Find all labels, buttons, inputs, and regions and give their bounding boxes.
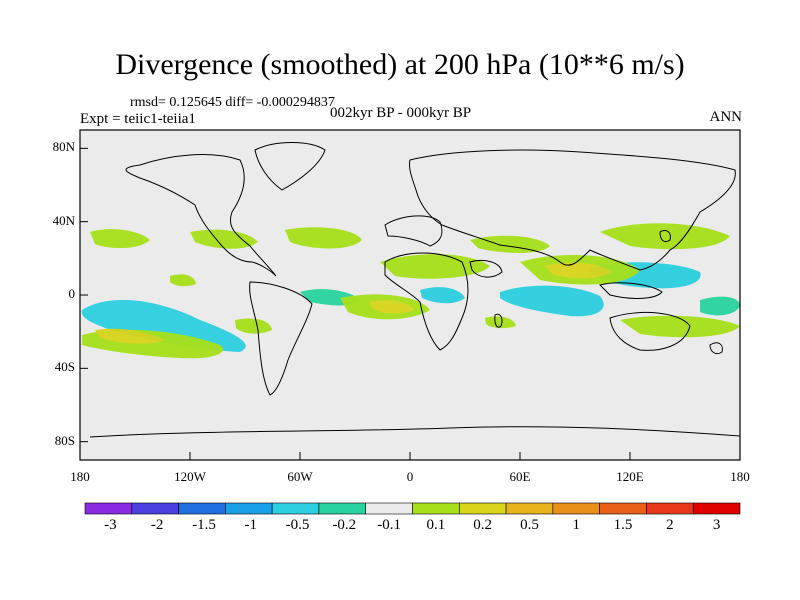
colorbar-swatch — [505, 502, 554, 515]
colorbar-label: 0.5 — [520, 517, 539, 533]
lon-tick-label: 60E — [509, 469, 531, 484]
colorbar-swatch — [412, 502, 460, 515]
colorbar-swatch — [599, 502, 647, 515]
lon-tick-label: 120W — [174, 469, 206, 484]
lon-tick-label: 120E — [616, 469, 644, 484]
colorbar-swatch — [692, 502, 741, 515]
colorbar-label: -0.1 — [377, 517, 401, 533]
colorbar-swatch — [365, 502, 413, 515]
chart-title: Divergence (smoothed) at 200 hPa (10**6 … — [115, 48, 685, 81]
colorbar-swatch — [84, 502, 133, 515]
lat-tick-label: 40S — [54, 359, 75, 375]
colorbar-swatch — [458, 502, 507, 515]
divergence-field — [81, 142, 740, 438]
lon-tick-label: 180 — [70, 469, 90, 484]
lat-tick-label: 80S — [54, 432, 75, 448]
colorbar-label: 2 — [666, 517, 674, 533]
colorbar-swatch — [178, 502, 226, 515]
lon-tick-marks — [79, 452, 741, 460]
lon-tick-label: 60W — [287, 469, 313, 484]
colorbar-swatch — [646, 502, 694, 515]
colorbar-swatch — [318, 502, 367, 515]
colorbar — [84, 502, 741, 515]
colorbar-swatch — [131, 502, 179, 515]
colorbar-swatch — [225, 502, 273, 515]
lon-tick-label: 180 — [730, 469, 750, 484]
period-label: 002kyr BP - 000kyr BP — [330, 105, 472, 121]
stats-text: rmsd= 0.125645 diff= -0.000294837 — [130, 95, 335, 110]
experiment-label: Expt = teiic1-teiia1 — [80, 111, 196, 127]
colorbar-label: 3 — [712, 517, 721, 533]
map-background — [80, 130, 740, 460]
colorbar-label: -1 — [244, 517, 258, 533]
coastlines — [89, 142, 740, 438]
colorbar-label: 0.1 — [426, 517, 446, 533]
lat-tick-label: 40N — [52, 212, 75, 228]
colorbar-swatch — [271, 502, 320, 515]
season-label: ANN — [709, 109, 743, 125]
colorbar-label: 1.5 — [613, 517, 633, 533]
colorbar-label: -1.5 — [192, 517, 216, 533]
colorbar-label: 1 — [572, 517, 581, 533]
lon-tick-label: 0 — [406, 469, 414, 484]
field-positive-patches — [82, 223, 740, 359]
colorbar-swatch — [552, 502, 600, 515]
colorbar-label: -3 — [104, 517, 117, 533]
colorbar-label: -2 — [150, 517, 164, 533]
colorbar-label: -0.5 — [285, 517, 310, 533]
colorbar-label: 0.2 — [473, 517, 493, 533]
lat-tick-marks — [80, 147, 88, 443]
colorbar-label: -0.2 — [332, 517, 357, 533]
lat-tick-label: 0 — [68, 286, 76, 301]
lat-tick-label: 80N — [52, 139, 75, 155]
